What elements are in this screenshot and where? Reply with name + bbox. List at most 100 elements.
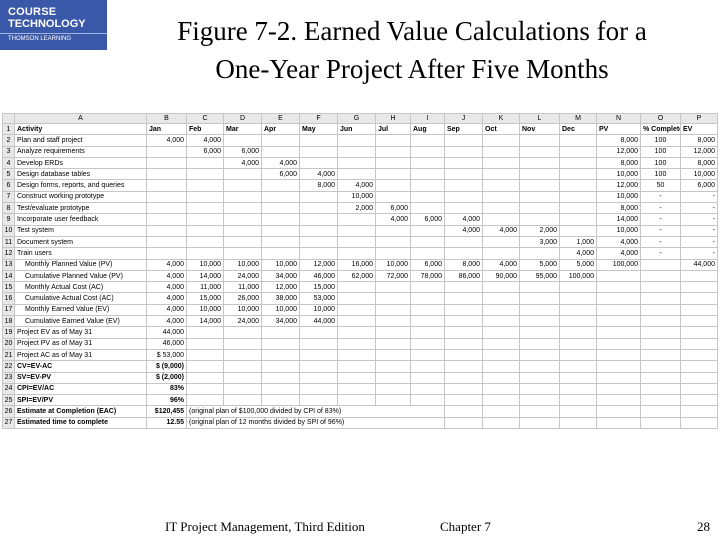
- row-number: 15: [2, 281, 15, 294]
- table-row: 13 Monthly Planned Value (PV) 4,000 10,000 1…: [2, 258, 718, 271]
- cell: [186, 326, 224, 339]
- cell: 100: [640, 156, 681, 170]
- cell: [519, 337, 560, 350]
- cell: [410, 394, 445, 407]
- cell: [559, 348, 597, 362]
- cell: Project EV as of May 31: [14, 326, 147, 339]
- cell: [337, 292, 376, 305]
- cell: Cumulative Earned Value (EV): [14, 315, 147, 328]
- cell: [261, 360, 300, 373]
- cell: [596, 382, 641, 396]
- cell: [375, 292, 411, 305]
- cell: [640, 326, 681, 339]
- cell: CV=EV-AC: [14, 360, 147, 373]
- cell: 6,000: [410, 213, 445, 226]
- column-header: P: [680, 113, 718, 124]
- cell: [146, 235, 187, 249]
- row-number: 16: [2, 292, 15, 305]
- cell: 34,000: [261, 269, 300, 283]
- cell: 4,000: [482, 224, 520, 237]
- cell: Dec: [559, 122, 597, 136]
- cell: [519, 247, 560, 260]
- cell: 4,000: [186, 134, 224, 147]
- cell: [596, 303, 641, 317]
- cell: [482, 156, 520, 170]
- cell: [186, 337, 224, 350]
- cell: [375, 337, 411, 350]
- cell: [519, 213, 560, 226]
- cell: 12.55: [146, 416, 187, 430]
- row-number: 19: [2, 326, 15, 339]
- cell: [444, 416, 483, 430]
- cell: [519, 405, 560, 418]
- cell: $ 53,000: [146, 348, 187, 362]
- cell: [482, 394, 520, 407]
- cell: 4,000: [146, 292, 187, 305]
- cell: Monthly Earned Value (EV): [14, 303, 147, 317]
- cell: [299, 213, 338, 226]
- cell: -: [680, 190, 718, 204]
- cell: -: [640, 247, 681, 260]
- cell: 8,000: [680, 134, 718, 147]
- row-number: 12: [2, 247, 15, 260]
- cell: [559, 168, 597, 181]
- cell: [223, 360, 262, 373]
- cell: [146, 190, 187, 204]
- cell: [223, 190, 262, 204]
- cell: -: [640, 224, 681, 237]
- table-row: 18 Cumulative Earned Value (EV) 4,000 14,00…: [2, 315, 718, 328]
- cell: 12,000: [299, 258, 338, 271]
- cell: 10,000: [299, 303, 338, 317]
- cell: [680, 360, 718, 373]
- cell: 46,000: [299, 269, 338, 283]
- cell: [680, 371, 718, 384]
- cell: [337, 213, 376, 226]
- cell: Estimated time to complete: [14, 416, 147, 430]
- cell: [186, 360, 224, 373]
- cell: [146, 247, 187, 260]
- cell: [640, 337, 681, 350]
- cell: [223, 202, 262, 215]
- cell: 72,000: [375, 269, 411, 283]
- cell: [299, 371, 338, 384]
- cell: 2,000: [519, 224, 560, 237]
- cell: [375, 247, 411, 260]
- cell: 4,000: [146, 303, 187, 317]
- cell: [410, 247, 445, 260]
- table-row: 22 CV=EV-AC $ (9,000): [2, 360, 718, 373]
- cell: [444, 394, 483, 407]
- cell: [559, 292, 597, 305]
- cell: [299, 348, 338, 362]
- table-row: 6 Design forms, reports, and queries 8,000…: [2, 179, 718, 192]
- cell: [482, 213, 520, 226]
- cell: 4,000: [444, 213, 483, 226]
- column-header: C: [186, 113, 224, 124]
- cell: [596, 337, 641, 350]
- cell: [299, 202, 338, 215]
- cell: [640, 382, 681, 396]
- cell: [375, 348, 411, 362]
- cell: 100: [640, 168, 681, 181]
- cell: 78,000: [410, 269, 445, 283]
- cell: [640, 371, 681, 384]
- table-row: 4 Develop ERDs 4,000 4,000 8,000 100 8,000: [2, 156, 718, 170]
- cell: [640, 348, 681, 362]
- cell: Sep: [444, 122, 483, 136]
- cell: -: [680, 224, 718, 237]
- cell: [559, 134, 597, 147]
- cell: 8,000: [596, 134, 641, 147]
- cell: [444, 292, 483, 305]
- row-number: 27: [2, 416, 15, 430]
- table-row: 21 Project AC as of May 31 $ 53,000: [2, 348, 718, 362]
- cell: [482, 315, 520, 328]
- cell: [482, 134, 520, 147]
- cell: 4,000: [444, 224, 483, 237]
- cell: [223, 224, 262, 237]
- cell: [299, 337, 338, 350]
- cell: 12,000: [680, 145, 718, 158]
- cell: [482, 145, 520, 158]
- cell: [444, 348, 483, 362]
- cell: [444, 235, 483, 249]
- cell: [559, 326, 597, 339]
- cell: [410, 292, 445, 305]
